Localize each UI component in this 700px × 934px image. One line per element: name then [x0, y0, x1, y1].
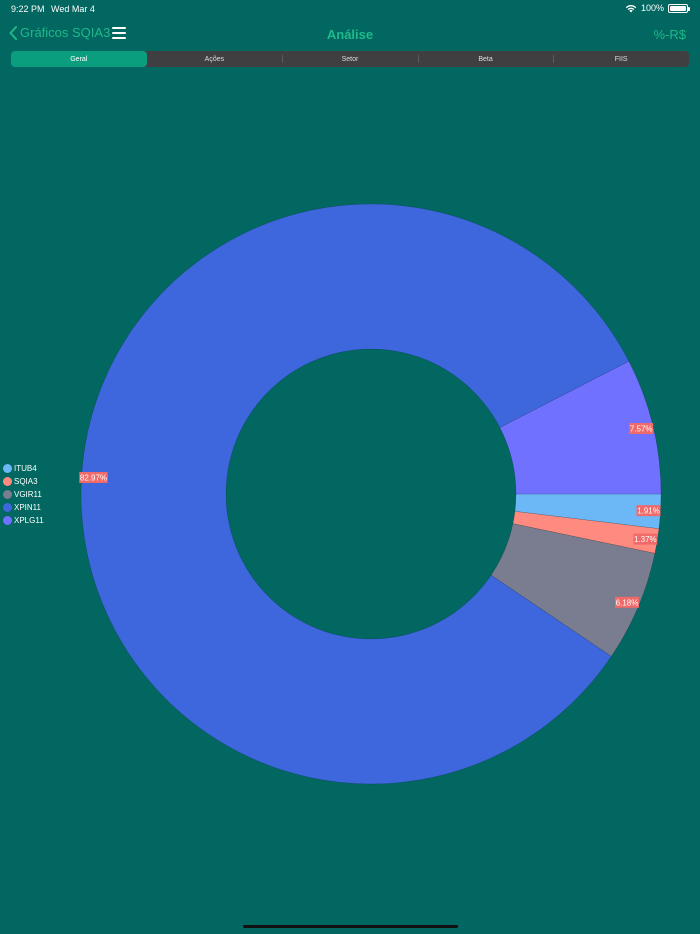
back-button[interactable]: Gráficos SQIA3 [9, 25, 110, 40]
legend-label: ITUB4 [14, 464, 37, 473]
page-title: Análise [326, 27, 374, 42]
status-date: Wed Mar 4 [51, 4, 95, 14]
tab-acoes[interactable]: Ações [204, 55, 225, 63]
tab-fiis[interactable]: FIIS [553, 51, 689, 67]
legend-item-vgir11: VGIR11 [3, 488, 44, 501]
chart-legend: ITUB4 SQIA3 VGIR11 XPIN11 XPLG11 [3, 462, 44, 527]
data-label-xplg11: 7.57% [629, 423, 654, 435]
tab-beta[interactable]: Beta [417, 51, 554, 67]
status-time: 9:22 PM [11, 4, 45, 14]
slice-xpin11[interactable] [80, 203, 630, 785]
wifi-icon [625, 4, 637, 12]
legend-swatch [3, 516, 12, 525]
legend-label: XPLG11 [14, 516, 44, 525]
battery-icon [668, 3, 690, 13]
legend-item-sqia3: SQIA3 [3, 475, 44, 488]
hamburger-menu-icon[interactable] [112, 27, 126, 39]
nav-bar: Gráficos SQIA3 Análise %-R$ [0, 22, 700, 46]
legend-item-xplg11: XPLG11 [3, 514, 44, 527]
data-label-xpin11: 82.97% [79, 472, 108, 484]
legend-label: SQIA3 [14, 477, 38, 486]
data-label-sqia3: 1.37% [633, 533, 658, 545]
home-indicator [243, 925, 458, 928]
svg-text:82.97%: 82.97% [80, 474, 107, 483]
svg-text:7.57%: 7.57% [630, 425, 653, 434]
status-right: 100% [625, 3, 690, 13]
battery-percent: 100% [640, 3, 664, 13]
svg-text:6.18%: 6.18% [616, 598, 639, 607]
legend-swatch [3, 490, 12, 499]
slice-xplg11[interactable] [499, 360, 662, 495]
legend-swatch [3, 503, 12, 512]
legend-label: VGIR11 [14, 490, 42, 499]
status-bar: 9:22 PM Wed Mar 4 100% [0, 0, 700, 18]
data-label-itub4: 1.91% [636, 505, 661, 517]
chevron-left-icon [9, 25, 17, 40]
percent-currency-toggle[interactable]: %-R$ [653, 27, 686, 42]
legend-item-itub4: ITUB4 [3, 462, 44, 475]
svg-text:1.37%: 1.37% [634, 535, 657, 544]
legend-item-xpin11: XPIN11 [3, 501, 44, 514]
legend-swatch [3, 464, 12, 473]
data-label-vgir11: 6.18% [615, 596, 640, 608]
legend-swatch [3, 477, 12, 486]
svg-text:1.91%: 1.91% [637, 507, 660, 516]
tab-setor[interactable]: Setor [282, 51, 418, 67]
back-button-label: Gráficos SQIA3 [20, 25, 111, 40]
legend-label: XPIN11 [14, 503, 41, 512]
tab-segmented-control: Geral Ações Setor Beta FIIS [11, 51, 689, 67]
tab-geral[interactable]: Geral [11, 51, 147, 67]
